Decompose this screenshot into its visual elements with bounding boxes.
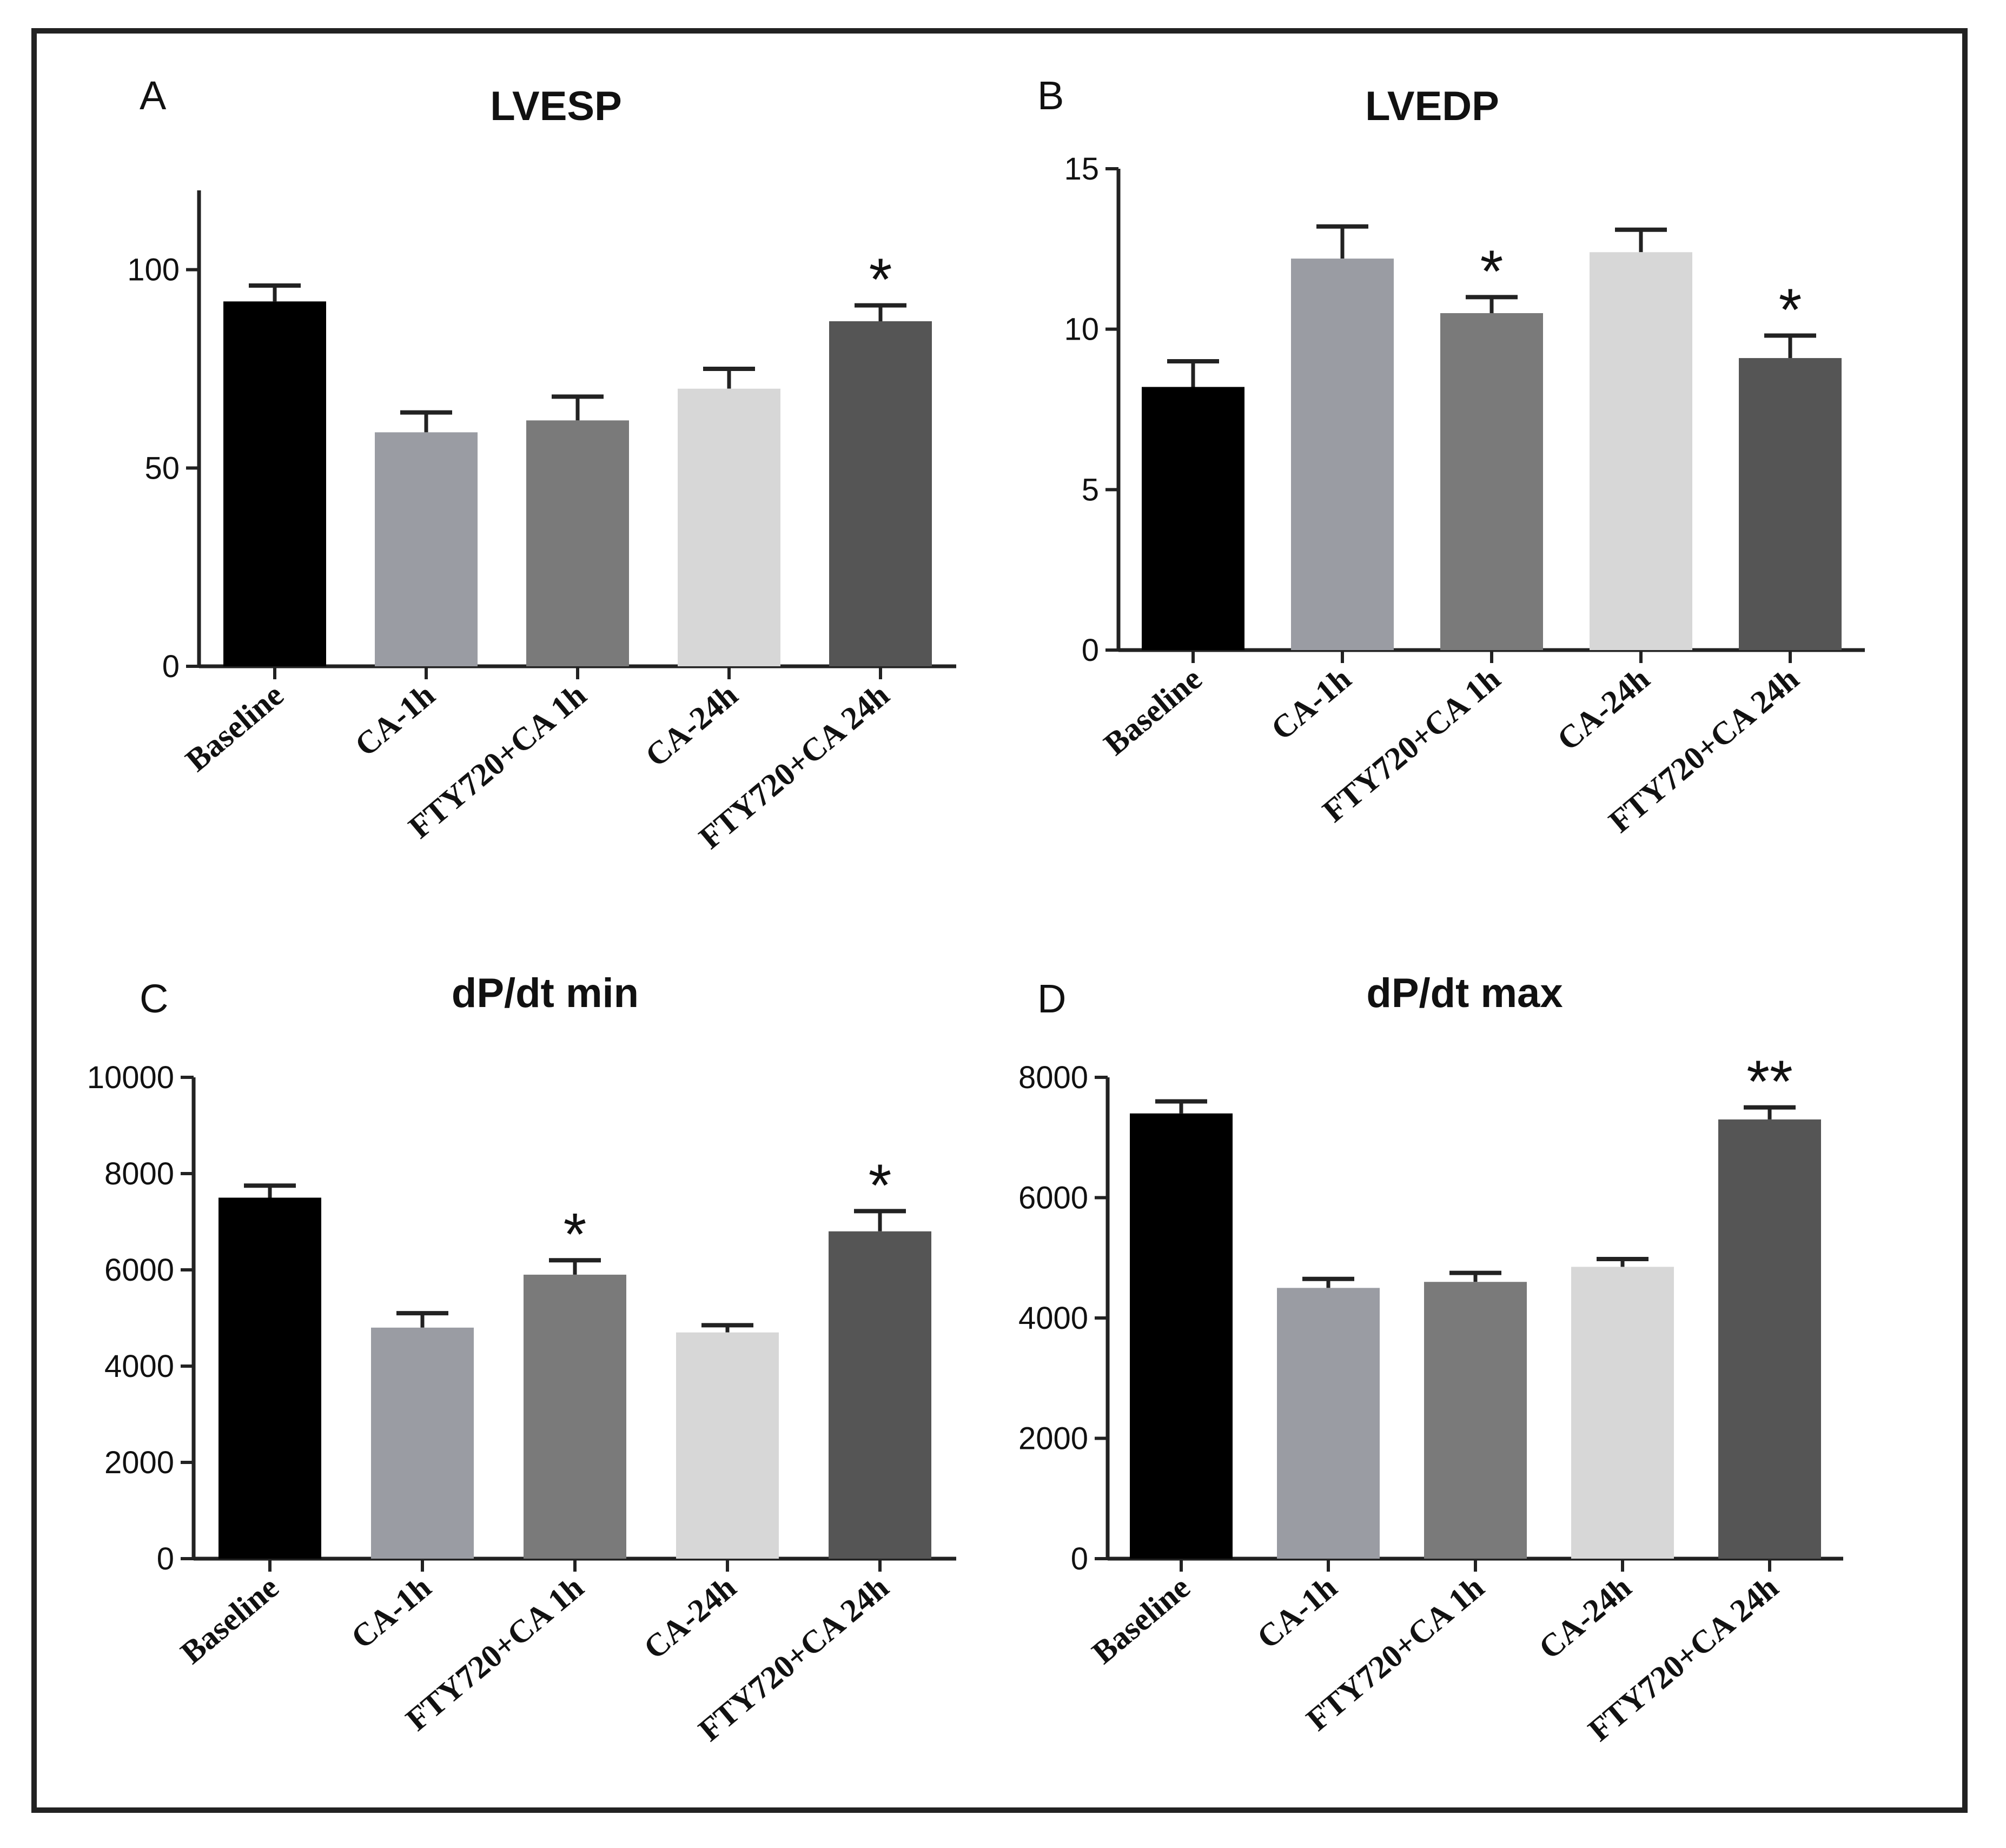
y-tick-label: 2000 (1018, 1421, 1088, 1456)
y-tick-label: 0 (1082, 633, 1099, 668)
y-tick-label: 2000 (104, 1445, 174, 1480)
panel-letter: B (1037, 73, 1064, 118)
panel-a-lvesp: A LVESP 0 50 100 Baseline CA-1h FTY720+CA 1h C… (37, 34, 1010, 920)
panel-letter: D (1037, 976, 1066, 1021)
bar-fty720-ca-1h (1424, 1282, 1527, 1559)
bar-fty720-ca-24h (829, 1231, 931, 1559)
y-tick-label: 8000 (1018, 1060, 1088, 1095)
y-tick-label: 15 (1064, 151, 1099, 187)
chart-dpdt-max: D dP/dt max 0 2000 4000 6000 8000 Baseline CA-… (1018, 970, 1843, 1748)
significance-marker: ** (1746, 1049, 1793, 1115)
y-tick-label: 0 (157, 1541, 174, 1577)
bar-ca-1h (375, 432, 478, 666)
x-category-label: Baseline (1085, 1569, 1197, 1671)
x-category-label: CA-1h (348, 677, 442, 763)
bar-ca-24h (1571, 1267, 1674, 1559)
x-category-label: Baseline (1097, 660, 1209, 762)
chart-title: dP/dt max (1366, 970, 1563, 1016)
bar-fty720-ca-24h (1739, 358, 1842, 650)
chart-title: LVESP (490, 83, 622, 129)
x-category-label: Baseline (179, 677, 290, 778)
x-category-label: CA-24h (1551, 660, 1657, 757)
panel-b-lvedp: B LVEDP 0 5 10 15 Baseline CA-1h FTY720+CA 1h *… (999, 34, 1973, 920)
chart-dpdt-min: C dP/dt min 0 2000 4000 6000 8000 10000 Baseli… (87, 970, 956, 1748)
panel-c-dpdt-min: C dP/dt min 0 2000 4000 6000 8000 10000 Baseli… (37, 920, 1010, 1807)
panel-letter: C (140, 976, 168, 1021)
significance-marker: * (869, 1152, 892, 1218)
y-tick-label: 5 (1082, 472, 1099, 507)
y-tick-label: 10 (1064, 312, 1099, 347)
y-tick-label: 6000 (1018, 1181, 1088, 1216)
bar-baseline (223, 301, 326, 666)
bar-baseline (1142, 387, 1244, 650)
y-tick-label: 100 (127, 253, 180, 288)
bar-fty720-ca-24h (1718, 1119, 1821, 1559)
y-tick-label: 4000 (1018, 1301, 1088, 1336)
x-category-label: CA-1h (1250, 1569, 1344, 1655)
bar-baseline (219, 1197, 321, 1559)
bar-ca-24h (678, 388, 780, 666)
bar-ca-24h (676, 1332, 779, 1559)
bar-ca-24h (1590, 252, 1692, 650)
significance-marker: * (564, 1201, 587, 1268)
bar-fty720-ca-1h (1440, 313, 1543, 650)
x-category-label: Baseline (174, 1569, 286, 1671)
y-tick-label: 50 (144, 451, 180, 486)
bar-baseline (1130, 1113, 1233, 1559)
bar-fty720-ca-1h (524, 1274, 626, 1559)
y-tick-label: 8000 (104, 1156, 174, 1191)
x-category-label: CA-24h (639, 677, 745, 773)
bar-ca-1h (1291, 259, 1394, 651)
y-tick-label: 10000 (87, 1060, 174, 1095)
panel-d-dpdt-max: D dP/dt max 0 2000 4000 6000 8000 Baseline CA-… (999, 920, 1973, 1807)
y-tick-label: 0 (1071, 1541, 1088, 1577)
significance-marker: * (869, 247, 892, 313)
bar-fty720-ca-1h (526, 420, 629, 666)
y-tick-label: 0 (162, 649, 180, 684)
x-category-label: CA-24h (1532, 1569, 1638, 1666)
x-category-label: CA-1h (1264, 660, 1358, 747)
x-category-label: CA-1h (345, 1569, 438, 1655)
x-category-label: CA-24h (637, 1569, 743, 1666)
bar-fty720-ca-24h (829, 321, 932, 666)
bar-ca-1h (1277, 1288, 1380, 1559)
panel-letter: A (140, 73, 167, 118)
figure-frame: A LVESP 0 50 100 Baseline CA-1h FTY720+CA 1h C… (31, 28, 1968, 1813)
chart-title: dP/dt min (452, 970, 639, 1016)
y-tick-label: 6000 (104, 1253, 174, 1288)
chart-title: LVEDP (1365, 83, 1499, 129)
bar-ca-1h (371, 1327, 474, 1559)
significance-marker: * (1779, 277, 1802, 343)
y-tick-label: 4000 (104, 1349, 174, 1384)
significance-marker: * (1480, 238, 1504, 304)
